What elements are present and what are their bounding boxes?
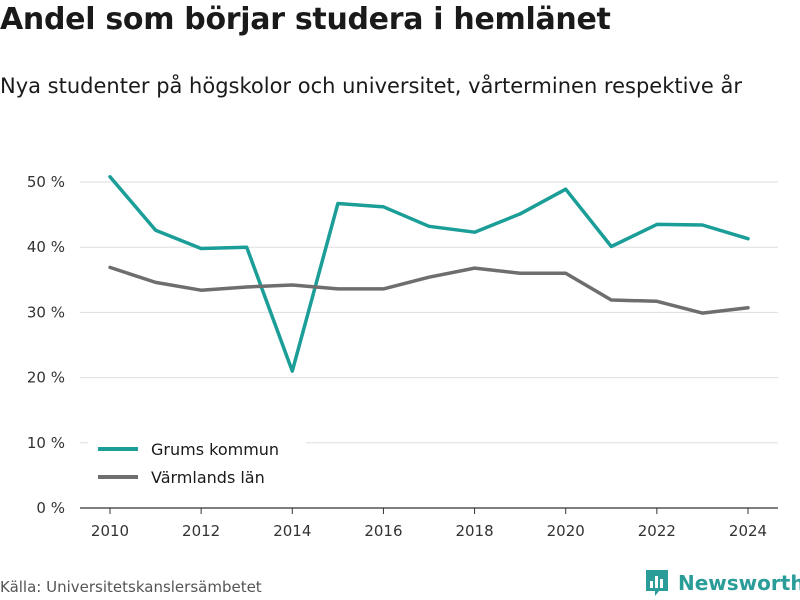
legend-label: Grums kommun: [151, 440, 279, 459]
x-tick-label: 2014: [273, 522, 311, 540]
series-line-1: [108, 175, 750, 373]
x-tick-label: 2018: [455, 522, 493, 540]
y-tick-label: 10 %: [27, 434, 65, 452]
y-tick-label: 40 %: [27, 238, 65, 256]
y-tick-label: 0 %: [36, 499, 65, 517]
y-tick-label: 50 %: [27, 173, 65, 191]
chart-subtitle: Nya studenter på högskolor och universit…: [0, 74, 742, 98]
gridlines: [80, 181, 778, 444]
y-tick-label: 20 %: [27, 369, 65, 387]
x-tick-label: 2020: [547, 522, 585, 540]
series-line-2: [108, 265, 750, 315]
chart-title: Andel som börjar studera i hemlänet: [0, 2, 611, 37]
x-tick-label: 2010: [91, 522, 129, 540]
axes: 0 % 10 % 20 % 30 % 40 % 50 % 2010 2012 2014 2016 2…: [27, 173, 778, 540]
legend: Grums kommun Värmlands län: [88, 434, 306, 494]
legend-label: Värmlands län: [151, 468, 265, 487]
brand-name: Newsworthy: [678, 571, 800, 595]
legend-background: [88, 434, 306, 494]
source-note: Källa: Universitetskanslersämbetet: [0, 578, 262, 596]
x-tick-label: 2022: [638, 522, 676, 540]
x-tick-label: 2024: [729, 522, 767, 540]
y-tick-label: 30 %: [27, 303, 65, 321]
bar-chart-logo-icon: [646, 570, 668, 596]
series-lines: [108, 175, 750, 373]
brand-logo: Newsworthy: [644, 568, 800, 598]
x-tick-label: 2012: [182, 522, 220, 540]
x-tick-label: 2016: [364, 522, 402, 540]
